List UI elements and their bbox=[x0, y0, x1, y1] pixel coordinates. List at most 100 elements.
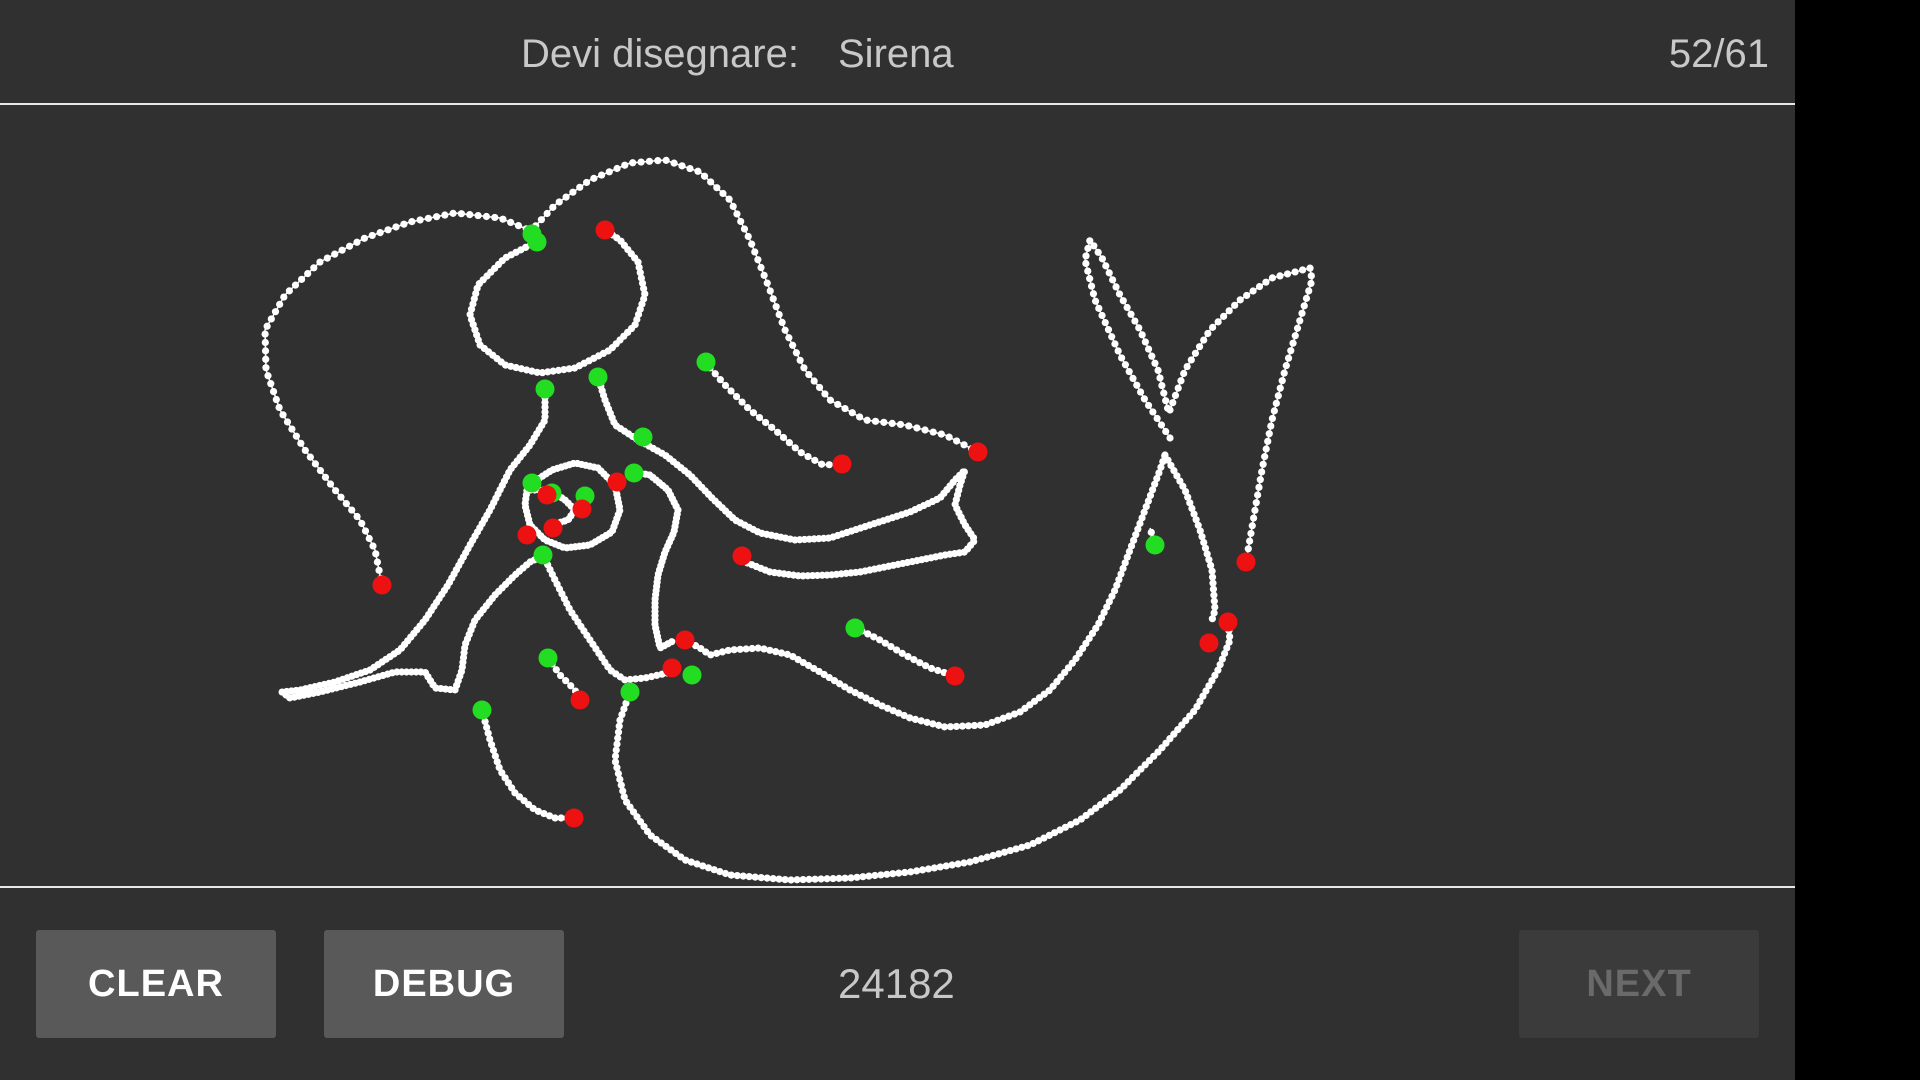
drawing-svg[interactable] bbox=[0, 106, 1795, 886]
stroke-dot bbox=[560, 365, 568, 374]
stroke-end-marker bbox=[675, 630, 695, 650]
stroke-dot bbox=[1082, 252, 1090, 260]
stroke-dot bbox=[1250, 514, 1258, 522]
clear-button[interactable]: CLEAR bbox=[36, 930, 276, 1038]
stroke-line bbox=[704, 361, 843, 466]
stroke-dot bbox=[1251, 506, 1259, 514]
stroke-dot bbox=[645, 157, 654, 165]
stroke-start-marker bbox=[535, 379, 555, 399]
stroke-dot bbox=[1084, 267, 1092, 275]
stroke-dot bbox=[871, 871, 879, 880]
stroke-dot bbox=[936, 863, 944, 871]
stroke-dot bbox=[337, 493, 345, 501]
stroke-dot bbox=[1220, 312, 1228, 320]
stroke-dot bbox=[791, 444, 799, 452]
stroke-dot bbox=[739, 872, 747, 880]
stroke-line bbox=[1169, 267, 1313, 563]
stroke-dot bbox=[358, 519, 366, 528]
stroke-dot bbox=[934, 666, 942, 675]
stroke-dot bbox=[748, 240, 756, 248]
next-button[interactable]: NEXT bbox=[1519, 930, 1759, 1038]
stroke-dot bbox=[1194, 521, 1202, 529]
stroke-dot bbox=[1268, 274, 1277, 282]
stroke-dot bbox=[867, 697, 875, 705]
stroke-dot bbox=[376, 229, 384, 237]
stroke-dot bbox=[1144, 401, 1153, 410]
stroke-dot bbox=[972, 856, 980, 864]
stroke-dot bbox=[1148, 352, 1156, 360]
stroke-dot bbox=[1282, 362, 1290, 370]
stroke-dot bbox=[1090, 242, 1098, 250]
stroke-dot bbox=[1254, 491, 1262, 499]
stroke-dot bbox=[543, 209, 551, 218]
stroke-dot bbox=[297, 439, 305, 447]
header-bar: Devi disegnare: Sirena 52/61 bbox=[0, 0, 1795, 105]
stroke-dot bbox=[1161, 451, 1169, 459]
stroke-dot bbox=[533, 368, 541, 376]
stroke-start-marker bbox=[527, 232, 547, 252]
stroke-dot bbox=[538, 369, 547, 377]
stroke-dot bbox=[1211, 671, 1219, 679]
stroke-dot bbox=[1193, 703, 1201, 711]
stroke-line bbox=[529, 159, 979, 453]
stroke-dot bbox=[1105, 269, 1113, 277]
stroke-dot bbox=[906, 714, 914, 722]
stroke-dot bbox=[545, 812, 554, 820]
stroke-dot bbox=[345, 242, 354, 250]
stroke-dot bbox=[911, 715, 920, 723]
stroke-dot bbox=[800, 364, 808, 372]
stroke-line bbox=[1164, 454, 1216, 621]
stroke-dot bbox=[552, 666, 560, 674]
stroke-dot bbox=[699, 862, 707, 870]
stroke-dot bbox=[1225, 307, 1233, 315]
stroke-dot bbox=[1121, 559, 1129, 567]
stroke-dot bbox=[1276, 384, 1284, 392]
stroke-dot bbox=[1056, 826, 1064, 834]
stroke-dot bbox=[1155, 469, 1163, 477]
stroke-dot bbox=[540, 809, 548, 818]
stroke-dot bbox=[449, 209, 457, 217]
stroke-dot bbox=[797, 449, 805, 457]
stroke-dot bbox=[482, 212, 491, 221]
stroke-dot bbox=[1305, 287, 1313, 295]
stroke-dot bbox=[654, 157, 662, 165]
stroke-dot bbox=[917, 717, 925, 725]
stroke-dot bbox=[1199, 692, 1207, 700]
stroke-dot bbox=[1166, 406, 1174, 414]
stroke-dot bbox=[1255, 483, 1263, 491]
stroke-dot bbox=[686, 164, 694, 173]
stroke-dot bbox=[481, 717, 489, 726]
stroke-dot bbox=[1121, 361, 1130, 369]
stroke-dot bbox=[704, 864, 713, 872]
debug-button[interactable]: DEBUG bbox=[324, 930, 564, 1038]
stroke-dot bbox=[1086, 275, 1094, 283]
stroke-dot bbox=[1109, 276, 1117, 284]
stroke-dot bbox=[1306, 264, 1314, 272]
stroke-dot bbox=[859, 873, 867, 881]
drawing-canvas[interactable] bbox=[0, 106, 1795, 886]
stroke-dot bbox=[942, 862, 950, 870]
stroke-dot bbox=[557, 814, 565, 822]
stroke-dot bbox=[280, 293, 288, 301]
stroke-dot bbox=[818, 460, 826, 468]
stroke-end-marker bbox=[572, 499, 592, 519]
stroke-dot bbox=[1082, 259, 1090, 268]
stroke-dot bbox=[769, 874, 777, 883]
stroke-dot bbox=[929, 720, 937, 728]
stroke-dot bbox=[927, 664, 936, 673]
stroke-dot bbox=[712, 649, 721, 657]
stroke-dot bbox=[316, 466, 325, 475]
stroke-dot bbox=[738, 398, 746, 406]
stroke-dot bbox=[904, 652, 912, 661]
stroke-dot bbox=[1127, 542, 1136, 550]
stroke-dot bbox=[1134, 525, 1142, 533]
stroke-dot bbox=[952, 722, 961, 731]
stroke-dot bbox=[864, 630, 872, 638]
stroke-dot bbox=[615, 722, 623, 730]
stroke-dot bbox=[737, 217, 745, 226]
stroke-dot bbox=[261, 347, 270, 355]
stroke-dot bbox=[1005, 712, 1013, 720]
stroke-dot bbox=[988, 718, 996, 727]
stroke-dot bbox=[1100, 608, 1108, 617]
stroke-dot bbox=[749, 409, 758, 417]
